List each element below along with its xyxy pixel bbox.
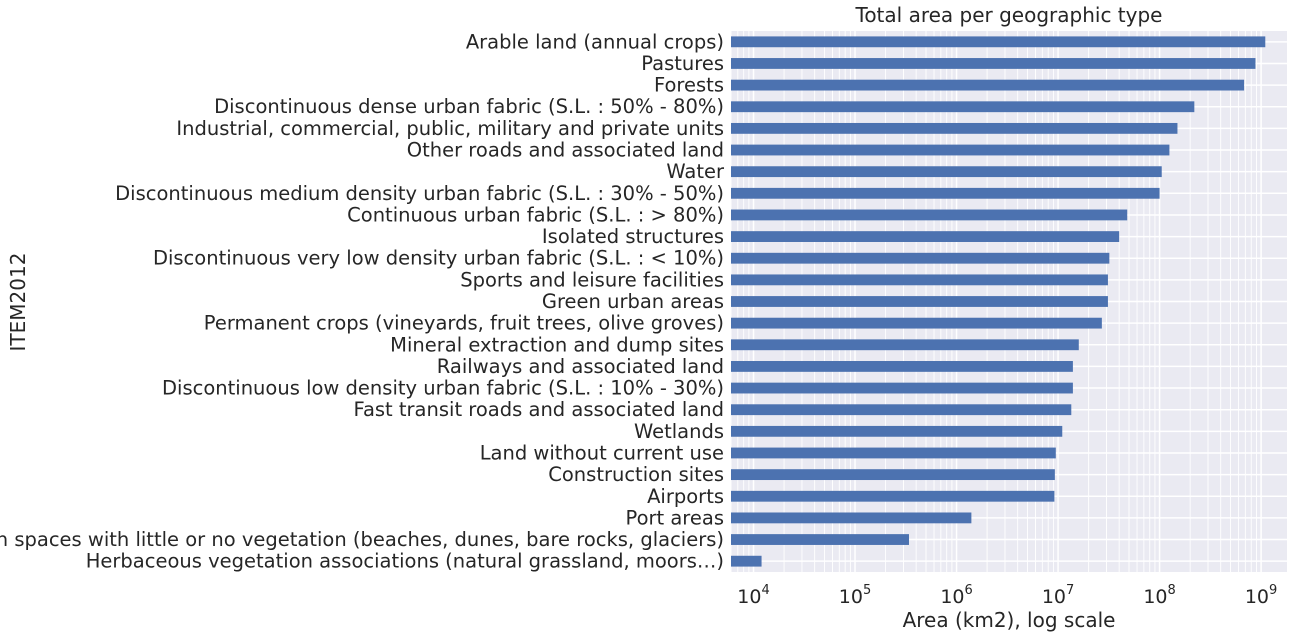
chart-title: Total area per geographic type (855, 3, 1163, 27)
y-tick-label: Continuous urban fabric (S.L. : > 80%) (347, 203, 724, 226)
bar (731, 187, 1160, 199)
y-tick-label: Pastures (641, 52, 724, 75)
y-tick-label: Railways and associated land (437, 355, 724, 378)
x-axis-title: Area (km2), log scale (903, 608, 1116, 632)
bar (731, 209, 1128, 221)
y-tick-label: Industrial, commercial, public, military… (176, 117, 724, 140)
x-tick-label: 105 (839, 583, 871, 608)
y-tick-label: Fast transit roads and associated land (354, 398, 724, 421)
y-tick-label: Green urban areas (542, 290, 724, 313)
bar (731, 490, 1055, 502)
y-tick-label: Discontinuous very low density urban fab… (153, 247, 724, 270)
x-tick-label: 108 (1143, 583, 1175, 608)
bar (731, 512, 972, 524)
y-tick-label: Airports (647, 485, 724, 508)
bar (731, 339, 1079, 351)
bar (731, 317, 1102, 329)
y-axis-title: ITEM2012 (6, 253, 30, 352)
bar (731, 166, 1162, 178)
y-tick-label: Permanent crops (vineyards, fruit trees,… (204, 312, 724, 335)
bars (731, 36, 1266, 567)
bar (731, 122, 1178, 134)
y-tick-label: Herbaceous vegetation associations (natu… (86, 550, 724, 573)
y-tick-label: Isolated structures (542, 225, 724, 248)
bar (731, 382, 1073, 394)
y-tick-label: Water (666, 160, 725, 183)
x-tick-label: 104 (737, 583, 769, 608)
y-tick-label: Construction sites (548, 463, 724, 486)
bar (731, 58, 1256, 69)
y-tick-label: Mineral extraction and dump sites (390, 333, 724, 356)
bar (731, 555, 762, 567)
bar (731, 231, 1120, 242)
bar (731, 252, 1110, 264)
bar (731, 144, 1170, 156)
bar (731, 447, 1056, 459)
bar (731, 469, 1055, 481)
bar (731, 534, 909, 545)
bar (731, 79, 1245, 91)
y-tick-label: Land without current use (480, 441, 724, 464)
x-tick-label: 106 (940, 583, 972, 608)
bar (731, 296, 1108, 307)
bar (731, 101, 1195, 113)
y-tick-label: Forests (654, 74, 724, 97)
x-tick-label: 109 (1245, 583, 1277, 608)
bar (731, 361, 1073, 372)
y-tick-label: Other roads and associated land (407, 139, 724, 162)
y-tick-label: Wetlands (634, 420, 724, 443)
bar (731, 425, 1063, 437)
bar (731, 36, 1266, 48)
y-tick-label: Arable land (annual crops) (466, 30, 724, 53)
x-tick-label: 107 (1042, 583, 1074, 608)
y-tick-label: Discontinuous low density urban fabric (… (162, 377, 724, 400)
x-tick-labels: 104 105 106 107 108 109 (737, 583, 1277, 608)
y-tick-label: Open spaces with little or no vegetation… (0, 528, 724, 551)
bar (731, 274, 1108, 286)
y-tick-label: Port areas (626, 506, 725, 529)
y-tick-labels: Arable land (annual crops)PasturesForest… (0, 30, 725, 572)
y-tick-label: Discontinuous dense urban fabric (S.L. :… (214, 95, 724, 118)
y-tick-label: Discontinuous medium density urban fabri… (115, 182, 724, 205)
y-tick-label: Sports and leisure facilities (460, 268, 724, 291)
bar (731, 404, 1072, 416)
